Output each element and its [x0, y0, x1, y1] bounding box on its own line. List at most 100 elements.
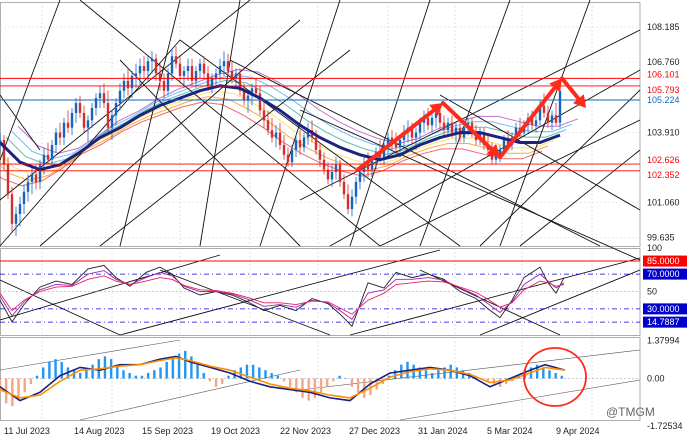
macd-histogram-bar	[91, 364, 94, 379]
candle-body	[2, 140, 6, 165]
macd-histogram-bar	[42, 367, 45, 379]
y-tick-label: 101.060	[647, 198, 680, 208]
osc-level-tag	[643, 268, 687, 280]
macd-histogram-bar	[313, 378, 317, 398]
macd-histogram-bar	[542, 367, 545, 379]
candle-body	[246, 95, 250, 101]
candle-body	[190, 66, 194, 81]
osc-tick-label: 50	[647, 287, 657, 297]
candle-body	[294, 140, 298, 150]
macd-histogram-bar	[171, 359, 175, 379]
candle-body	[390, 137, 394, 143]
macd-histogram-bar	[554, 372, 557, 379]
candle-body	[150, 58, 154, 62]
macd-histogram-bar	[505, 378, 508, 385]
macd-histogram-bar	[128, 372, 131, 379]
candle-body	[130, 75, 134, 89]
annotation-arrowhead	[573, 94, 586, 108]
x-tick-label: 22 Nov 2023	[280, 426, 331, 436]
candle-body	[550, 115, 554, 123]
annotation-arrow	[498, 85, 557, 160]
candle-body	[402, 132, 406, 141]
macd-histogram-bar	[424, 370, 428, 379]
candle-body	[430, 117, 434, 126]
trend-lines	[0, 0, 641, 421]
macd-histogram-bar	[332, 378, 335, 382]
candle-body	[334, 164, 338, 173]
price-tag-label: 105.793	[647, 85, 680, 95]
macd-histogram-bar	[140, 375, 144, 379]
price-tag-bg	[643, 68, 688, 80]
candle-body	[554, 115, 558, 123]
candle-body	[146, 61, 150, 72]
annotation-arrowhead	[486, 143, 500, 158]
macd-histogram-bar	[486, 378, 489, 382]
annotation-arrow	[441, 101, 494, 152]
candle-body	[290, 149, 294, 163]
macd-histogram-bar	[548, 370, 551, 379]
macd-histogram-bar	[0, 378, 2, 393]
macd-histogram-bar	[295, 378, 298, 393]
candle-body	[54, 132, 58, 145]
macd-histogram-bar	[301, 378, 304, 398]
price-tag-bg	[643, 168, 688, 180]
macd-histogram-bar	[437, 370, 440, 379]
candle-body	[94, 98, 98, 108]
candle-body	[118, 90, 122, 104]
y-tick-label: 108.185	[647, 22, 680, 32]
macd-histogram-bar	[344, 378, 347, 379]
x-tick-label: 9 Apr 2024	[556, 426, 600, 436]
candle-body	[74, 103, 78, 113]
x-tick-label: 15 Sep 2023	[142, 426, 193, 436]
candle-body	[6, 164, 10, 195]
candle-body	[214, 73, 218, 79]
candle-body	[450, 122, 454, 133]
macd-histogram-bar	[326, 378, 329, 387]
macd-histogram-bar	[208, 378, 212, 382]
macd-histogram-bar	[258, 367, 261, 379]
candle-body	[106, 103, 110, 128]
price-tag-bg	[643, 83, 688, 95]
macd-histogram-bar	[17, 378, 20, 401]
candle-body	[330, 172, 334, 180]
candle-body	[322, 159, 326, 170]
candle-body	[318, 149, 322, 160]
candle-body	[138, 66, 142, 74]
trend-line	[349, 0, 431, 247]
candle-body	[258, 93, 262, 111]
trend-line	[439, 94, 641, 211]
trend-line	[399, 379, 641, 421]
trend-line	[39, 19, 301, 247]
macd-histogram-bar	[418, 367, 422, 379]
candle-body	[14, 213, 18, 224]
trend-line	[199, 0, 241, 247]
candle-body	[110, 115, 114, 128]
trend-line	[119, 249, 441, 336]
candle-body	[278, 132, 282, 145]
trend-line	[299, 349, 641, 391]
macd-tick-label: 1.37994	[647, 335, 680, 345]
candle-body	[346, 194, 350, 210]
candle-body	[26, 181, 30, 192]
trend-line	[79, 369, 301, 421]
candle-body	[266, 120, 270, 131]
price-tag-label: 102.626	[647, 155, 680, 165]
macd-histogram-bar	[221, 378, 224, 385]
candle-body	[198, 63, 202, 72]
candle-body	[226, 61, 230, 72]
y-axis: 108.185 106.760 103.910 101.060 99.635 106.10…	[643, 22, 688, 431]
macd-line	[0, 355, 566, 402]
macd-histogram-bar	[560, 375, 564, 379]
macd-line	[0, 356, 566, 399]
candle-body	[42, 154, 46, 165]
candle-body	[194, 71, 198, 81]
macd-histogram-bar	[165, 361, 168, 379]
macd-histogram-bar	[60, 361, 63, 379]
x-tick-label: 31 Jan 2024	[418, 426, 468, 436]
price-tag-bg	[643, 154, 688, 166]
trend-line	[299, 109, 641, 261]
trend-line	[119, 0, 181, 247]
candle-body	[238, 73, 242, 91]
candle-body	[10, 194, 14, 224]
candle-body	[482, 132, 486, 145]
